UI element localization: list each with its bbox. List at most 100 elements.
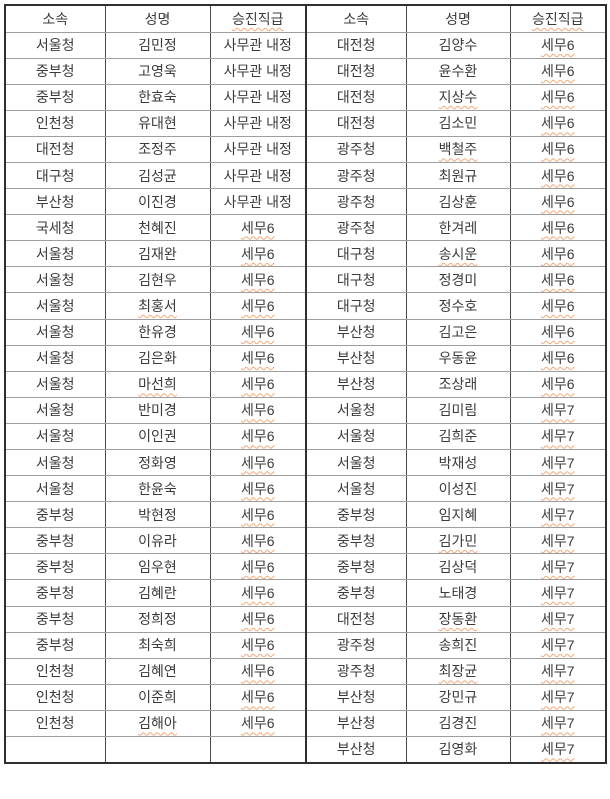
spellcheck-underlined-text: 세무6	[540, 141, 575, 158]
spellcheck-underlined-text: 세무6	[240, 219, 275, 236]
table-row: 중부청 이유라 세무6 중부청 김가민 세무7	[4, 527, 607, 555]
cell-affiliation: 서울청	[4, 318, 106, 346]
cell-text: 인천청	[35, 689, 75, 706]
cell-name: 김희준	[405, 422, 511, 451]
spellcheck-underlined-text: 세무6	[240, 558, 275, 575]
cell-text: 김재완	[138, 245, 177, 262]
cell-affiliation: 중부청	[4, 579, 106, 607]
cell-text: 이성진	[438, 480, 478, 497]
cell-text: 유대현	[138, 115, 177, 132]
cell-rank: 세무7	[509, 709, 607, 738]
cell-text: 소속	[42, 10, 69, 27]
spellcheck-underlined-text: 세무7	[540, 532, 575, 549]
cell-name: 김소민	[405, 109, 511, 137]
table-row: 부산청 이진경 사무관 내정 광주청 김상훈 세무6	[4, 188, 607, 216]
spellcheck-underlined-text: 세무6	[240, 297, 275, 314]
promotion-table: 소속 성명 승진직급 소속 성명 승진직급 서울청 김민정 사무관 내정 대전청 김양수 세무6 중부…	[4, 4, 607, 764]
spellcheck-underlined-text: 마선희	[138, 376, 177, 393]
cell-affiliation: 서울청	[4, 422, 106, 451]
table-row: 인천청 김해아 세무6 부산청 김경진 세무7	[4, 709, 607, 738]
cell-affiliation: 서울청	[4, 292, 106, 320]
cell-text: 인천청	[35, 663, 75, 680]
cell-text: 중부청	[336, 506, 376, 523]
cell-affiliation: 인천청	[4, 657, 106, 685]
cell-name: 이인권	[104, 422, 211, 451]
cell-name: 김혜연	[104, 657, 211, 685]
cell-name: 박현정	[104, 501, 211, 529]
cell-rank: 세무6	[509, 31, 607, 59]
cell-text: 이인권	[138, 428, 177, 445]
spellcheck-underlined-text: 세무6	[240, 689, 275, 706]
table-row: 중부청 한효숙 사무관 내정 대전청 지상수 세무6	[4, 83, 607, 111]
cell-text: 중부청	[35, 637, 75, 654]
spellcheck-underlined-text: 장동환	[438, 611, 478, 628]
cell-text: 김경진	[438, 715, 478, 732]
cell-affiliation: 인천청	[4, 709, 106, 738]
cell-affiliation: 중부청	[4, 57, 106, 85]
spellcheck-underlined-text: 세무6	[540, 167, 575, 184]
cell-rank: 세무6	[209, 683, 307, 711]
cell-text: 김희준	[438, 428, 478, 445]
cell-rank: 사무관 내정	[209, 31, 307, 59]
cell-rank: 세무6	[509, 83, 607, 111]
cell-text: 부산청	[336, 350, 376, 367]
cell-name: 최홍서	[104, 292, 211, 320]
cell-text: 김미림	[438, 402, 478, 419]
table-row: 서울청 반미경 세무6 서울청 김미림 세무7	[4, 396, 607, 424]
cell-text: 서울청	[35, 428, 75, 445]
cell-text: 서울청	[35, 402, 75, 419]
cell-text: 김양수	[438, 37, 478, 54]
cell-affiliation: 중부청	[4, 83, 106, 111]
cell-name: 김고은	[405, 318, 511, 346]
spellcheck-underlined-text: 승진직급	[231, 10, 284, 27]
table-row: 서울청 김현우 세무6 대구청 정경미 세무6	[4, 266, 607, 294]
cell-rank: 세무6	[209, 527, 307, 555]
cell-rank: 세무6	[209, 422, 307, 451]
cell-text: 최숙희	[138, 637, 177, 654]
cell-affiliation: 중부청	[305, 553, 407, 581]
spellcheck-underlined-text: 세무6	[240, 506, 275, 523]
column-header: 승진직급	[209, 4, 307, 33]
cell-text: 이유라	[138, 532, 177, 549]
cell-text: 서울청	[336, 454, 376, 471]
spellcheck-underlined-text: 세무7	[540, 741, 575, 758]
cell-text: 최원규	[438, 167, 478, 184]
cell-name: 정화영	[104, 448, 211, 477]
cell-rank	[209, 736, 307, 764]
cell-rank: 세무6	[509, 370, 607, 398]
cell-rank: 세무6	[509, 344, 607, 372]
cell-text: 김성균	[138, 167, 177, 184]
cell-name: 김가민	[405, 527, 511, 555]
cell-affiliation: 부산청	[4, 188, 106, 216]
cell-text: 인천청	[35, 715, 75, 732]
spellcheck-underlined-text: 세무6	[240, 271, 275, 288]
cell-affiliation: 중부청	[4, 631, 106, 659]
cell-text: 대구청	[35, 167, 75, 184]
cell-text: 정수호	[438, 297, 478, 314]
cell-affiliation: 서울청	[4, 475, 106, 503]
cell-affiliation: 광주청	[305, 631, 407, 659]
cell-name: 정희정	[104, 605, 211, 633]
cell-affiliation: 광주청	[305, 188, 407, 216]
cell-affiliation	[4, 736, 106, 764]
cell-text: 사무관 내정	[223, 63, 292, 80]
cell-rank: 세무7	[509, 448, 607, 477]
cell-text: 사무관 내정	[223, 193, 292, 210]
cell-text: 서울청	[35, 324, 75, 341]
spellcheck-underlined-text: 세무6	[240, 402, 275, 419]
cell-affiliation: 중부청	[4, 605, 106, 633]
cell-text: 중부청	[35, 585, 75, 602]
spellcheck-underlined-text: 세무6	[240, 480, 275, 497]
cell-text: 대구청	[336, 271, 376, 288]
cell-name: 이유라	[104, 527, 211, 555]
cell-affiliation: 대구청	[4, 161, 106, 190]
cell-rank: 사무관 내정	[209, 57, 307, 85]
cell-text: 박현정	[138, 506, 177, 523]
cell-text: 중부청	[336, 585, 376, 602]
spellcheck-underlined-text: 세무6	[540, 271, 575, 288]
cell-text: 한겨레	[438, 219, 478, 236]
cell-name: 김해아	[104, 709, 211, 738]
cell-text: 중부청	[35, 506, 75, 523]
cell-affiliation: 서울청	[305, 475, 407, 503]
cell-rank: 세무6	[209, 475, 307, 503]
